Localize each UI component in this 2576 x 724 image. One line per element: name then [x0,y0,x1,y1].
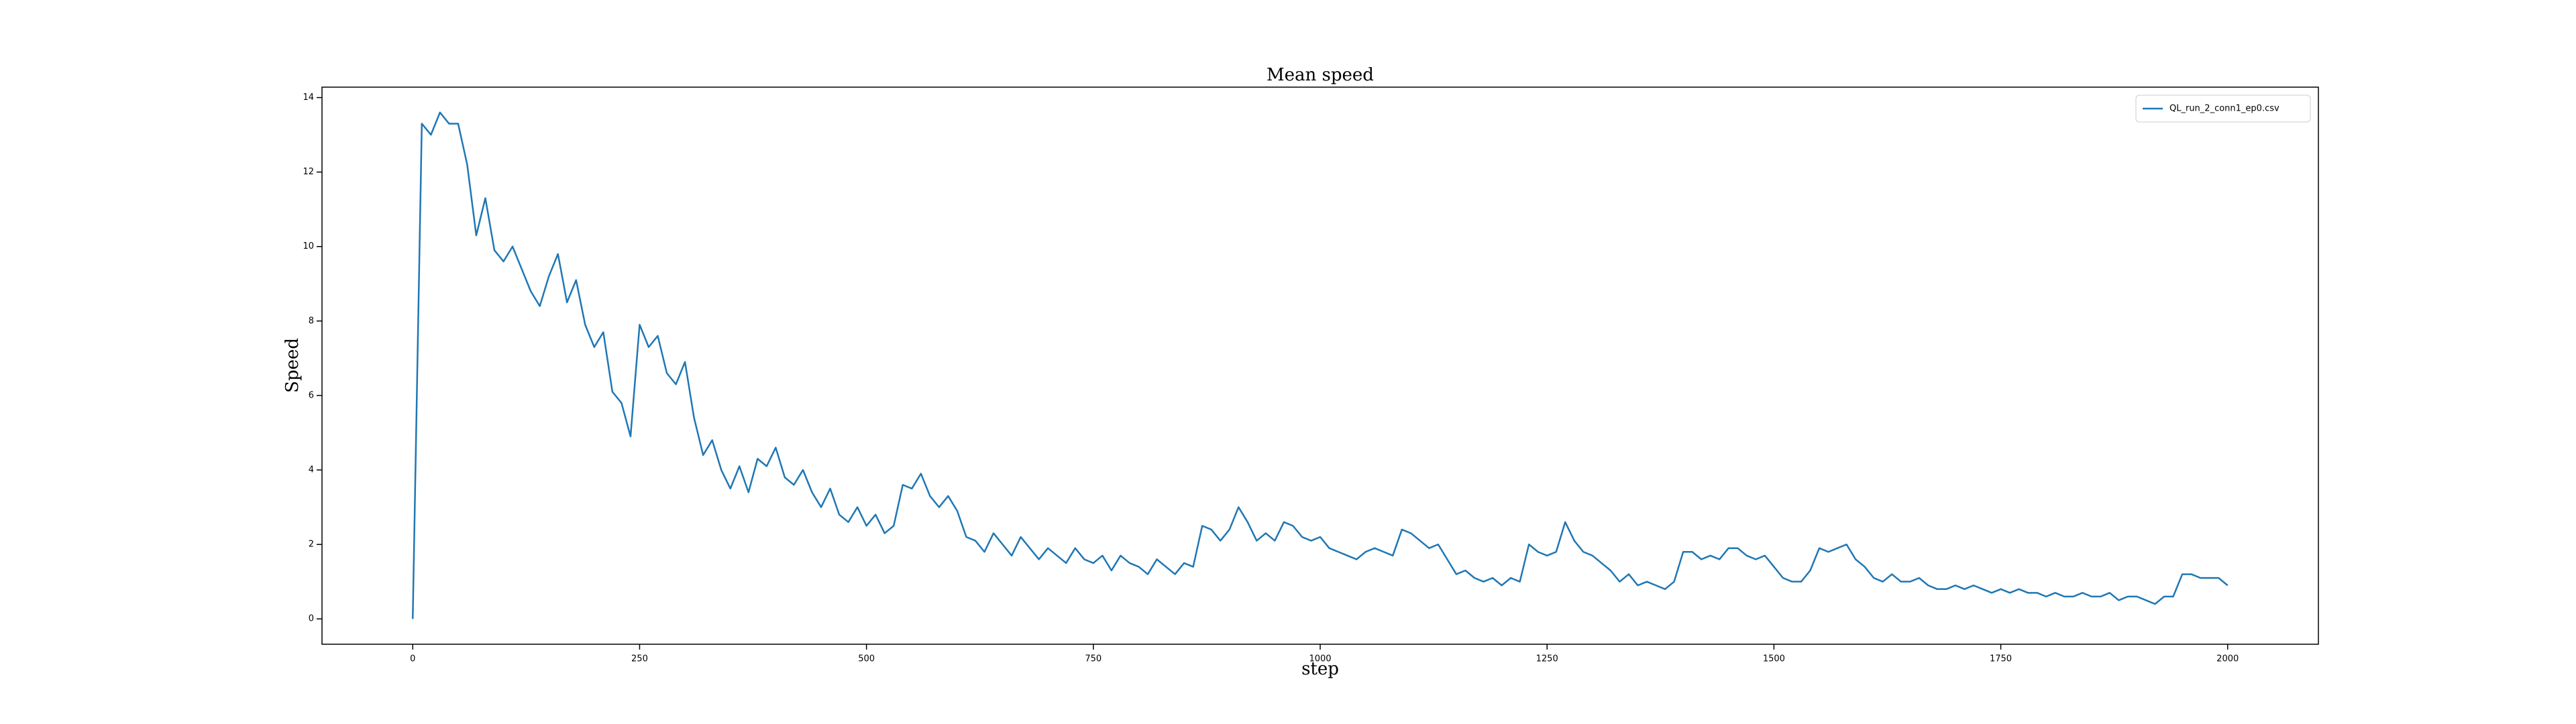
x-tick-label: 750 [1085,654,1102,664]
y-axis-label: Speed [282,338,303,393]
x-tick-label: 0 [410,654,415,664]
x-tick-label: 250 [631,654,648,664]
x-tick-label: 1750 [1990,654,2012,664]
y-tick-label: 8 [309,316,314,326]
data-line [412,111,2229,619]
legend-box [2135,95,2311,123]
y-tick-label: 12 [303,167,314,177]
y-tick-label: 6 [309,390,314,400]
x-tick-label: 1500 [1763,654,1785,664]
y-tick-label: 4 [309,465,314,475]
x-axis-label: step [1301,659,1339,679]
y-tick-label: 10 [303,241,314,251]
chart-title: Mean speed [1267,65,1374,85]
plot-frame [321,86,2319,645]
x-tick-label: 2000 [2216,654,2239,664]
y-tick-label: 14 [303,93,314,103]
legend-label: QL_run_2_conn1_ep0.csv [2169,104,2279,114]
y-tick-label: 2 [309,540,314,550]
x-tick-label: 1000 [1309,654,1331,664]
x-tick-label: 500 [858,654,875,664]
y-tick-label: 0 [309,614,314,624]
x-tick-label: 1250 [1536,654,1558,664]
